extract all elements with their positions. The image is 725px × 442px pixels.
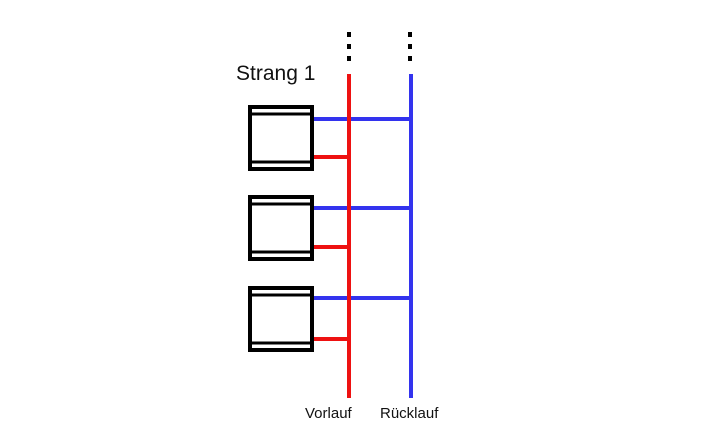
radiator-3 xyxy=(248,286,314,352)
return-branches xyxy=(312,117,412,300)
radiator-2 xyxy=(248,195,314,261)
supply-continuation-dots xyxy=(347,32,351,61)
supply-label: Vorlauf xyxy=(305,405,352,422)
riser-title: Strang 1 xyxy=(236,62,316,85)
return-continuation-dots xyxy=(408,32,412,61)
return-label: Rücklauf xyxy=(380,405,439,422)
supply-branches xyxy=(312,155,350,341)
radiator-1 xyxy=(248,105,314,171)
